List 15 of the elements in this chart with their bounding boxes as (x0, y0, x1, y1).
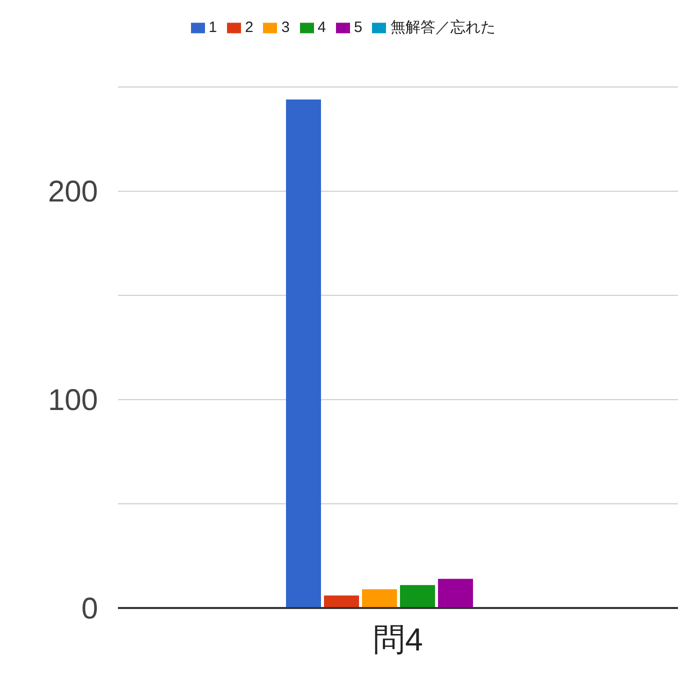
bar (400, 585, 435, 608)
legend-label: 無解答／忘れた (390, 19, 496, 36)
bar (324, 595, 359, 608)
bar (438, 578, 473, 608)
legend-label: 4 (318, 19, 326, 36)
y-tick-label: 100 (48, 384, 98, 418)
bar (286, 100, 321, 608)
legend-label: 2 (244, 19, 254, 36)
x-tick-label: 問4 (373, 622, 423, 658)
bar (362, 589, 397, 608)
y-tick-label: 0 (81, 592, 98, 626)
legend-label: 5 (354, 19, 362, 36)
legend-label: 3 (281, 19, 290, 36)
legend-label: 1 (208, 19, 217, 36)
y-tick-label: 200 (48, 176, 98, 209)
